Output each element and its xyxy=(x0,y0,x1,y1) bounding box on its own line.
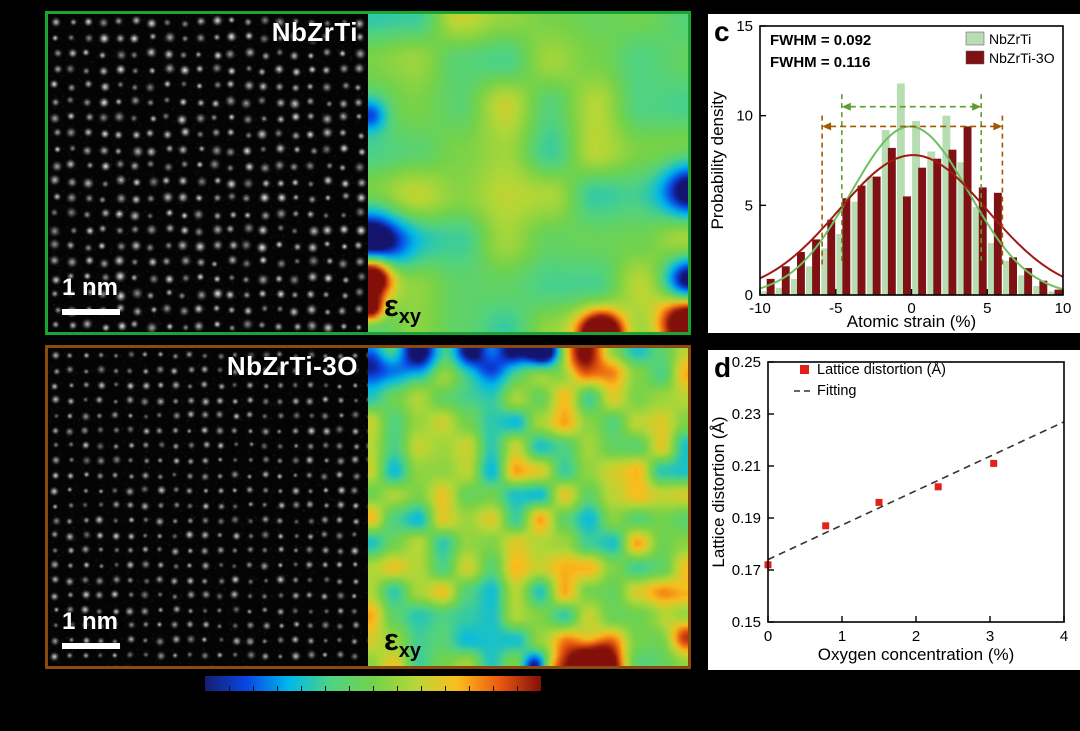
colorbar-tick xyxy=(277,686,278,691)
legend-label-fitting: Fitting xyxy=(817,383,857,399)
scale-bar-nbzrti xyxy=(62,309,120,315)
data-point xyxy=(990,459,998,467)
epsilon-symbol: ε xyxy=(384,287,399,323)
strain-map-nbzrti xyxy=(368,14,688,332)
fit-curve-NbZrTi-3O xyxy=(759,154,1064,280)
fwhm-label-nbzrti-3o: FWHM = 0.116 xyxy=(770,54,870,71)
data-point xyxy=(934,483,942,491)
colorbar-tick xyxy=(469,686,470,691)
y-tick-label: 0 xyxy=(745,287,753,304)
x-tick-label: 1 xyxy=(838,628,846,645)
legend-marker-point xyxy=(800,365,809,374)
x-tick-label: 0 xyxy=(907,300,915,317)
y-tick-label: 10 xyxy=(736,108,753,125)
x-tick-label: -5 xyxy=(829,300,842,317)
y-tick-label: 0.19 xyxy=(732,510,761,527)
strain-colorbar xyxy=(205,676,541,691)
data-point xyxy=(875,498,883,506)
plot-frame xyxy=(767,361,1065,623)
sample-label-nbzrti-3o: NbZrTi-3O xyxy=(226,351,358,381)
x-axis-label: Atomic strain (%) xyxy=(847,312,976,331)
stem-image-nbzrti xyxy=(48,14,368,332)
panel-d: d Lattice distortion (Å) Fitting 0 1 2 3 4 0.15… xyxy=(708,350,1080,670)
colorbar-tick xyxy=(349,686,350,691)
colorbar-gradient xyxy=(205,676,541,691)
epsilon-subscript: xy xyxy=(398,640,421,662)
x-tick-label: -10 xyxy=(749,300,771,317)
y-tick-label: 0.21 xyxy=(732,458,761,475)
scale-bar-label-nbzrti: 1 nm xyxy=(62,274,119,301)
x-axis-label: Oxygen concentration (%) xyxy=(818,645,1015,664)
y-tick-label: 0.23 xyxy=(732,406,761,423)
legend-label-distortion: Lattice distortion (Å) xyxy=(817,361,946,378)
y-axis-label: Lattice distortion (Å) xyxy=(709,416,728,567)
epsilon-subscript: xy xyxy=(398,306,421,328)
colorbar-tick xyxy=(325,686,326,691)
colorbar-tick xyxy=(373,686,374,691)
colorbar-tick xyxy=(229,686,230,691)
x-tick-label: 4 xyxy=(1060,628,1068,645)
legend-swatch xyxy=(965,31,985,46)
x-tick-label: 3 xyxy=(986,628,994,645)
y-tick-label: 0.15 xyxy=(732,614,761,631)
stem-image-nbzrti-3o xyxy=(48,348,368,666)
scale-bar-label-nbzrti-3o: 1 nm xyxy=(62,608,119,635)
scale-bar-nbzrti-3o xyxy=(62,643,120,649)
fit-line xyxy=(767,421,1065,561)
colorbar-tick xyxy=(397,686,398,691)
colorbar-tick xyxy=(493,686,494,691)
bars-nbzrti xyxy=(760,83,1057,296)
x-tick-label: 10 xyxy=(1055,300,1072,317)
lattice-distortion-chart: Lattice distortion (Å) Fitting 0 1 2 3 4 0.15 0.… xyxy=(709,354,1068,664)
panel-nbzrti-3o: NbZrTi-3O 1 nm εxy xyxy=(45,345,691,669)
x-tick-label: 2 xyxy=(912,628,920,645)
colorbar-tick xyxy=(445,686,446,691)
legend-swatch xyxy=(965,50,985,65)
colorbar-tick xyxy=(516,686,518,691)
panel-letter-d: d xyxy=(714,352,732,383)
fit-curve-NbZrTi xyxy=(759,125,1064,291)
colorbar-tick xyxy=(253,686,254,691)
x-tick-label: 5 xyxy=(983,300,991,317)
legend-label: NbZrTi-3O xyxy=(989,50,1055,66)
y-tick-label: 0.17 xyxy=(732,562,761,579)
strain-histogram-chart: FWHM = 0.092 FWHM = 0.116 NbZrTi NbZrTi-3O -… xyxy=(708,18,1072,331)
y-axis-label: Probability density xyxy=(708,91,727,229)
legend-label: NbZrTi xyxy=(989,31,1031,47)
panel-nbzrti: NbZrTi 1 nm εxy xyxy=(45,11,691,335)
panel-c: c FWHM = 0.092 FWHM = 0.116 NbZrTi NbZrTi-3… xyxy=(708,14,1080,333)
fwhm-label-nbzrti: FWHM = 0.092 xyxy=(770,32,871,49)
y-tick-label: 15 xyxy=(736,18,753,35)
y-tick-label: 5 xyxy=(745,197,753,214)
strain-component-label-nbzrti-3o: εxy xyxy=(384,624,421,661)
strain-map-nbzrti-3o xyxy=(368,348,688,666)
strain-component-label-nbzrti: εxy xyxy=(384,290,421,327)
data-point xyxy=(822,522,830,530)
epsilon-symbol: ε xyxy=(384,621,399,657)
x-tick-label: 0 xyxy=(764,628,772,645)
bars-nbzrti-3o xyxy=(766,126,1063,296)
sample-label-nbzrti: NbZrTi xyxy=(271,17,358,47)
colorbar-tick xyxy=(421,686,422,691)
panel-letter-c: c xyxy=(714,16,730,47)
colorbar-tick xyxy=(301,686,302,691)
y-tick-label: 0.25 xyxy=(732,354,761,371)
